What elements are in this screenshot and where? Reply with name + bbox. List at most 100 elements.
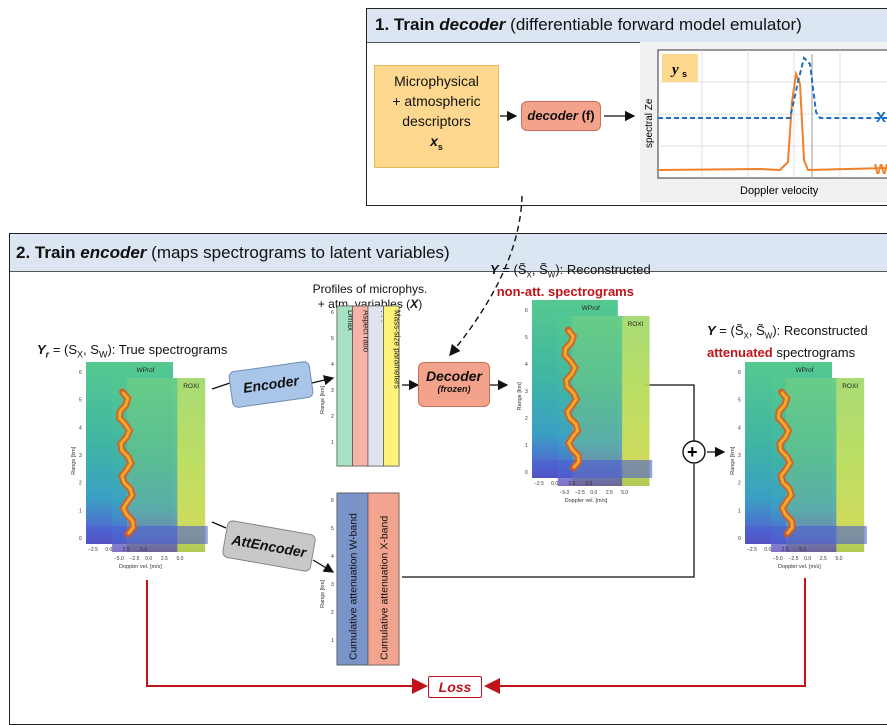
doppler-axis-label: Doppler vel. [m/s] — [778, 564, 821, 570]
panel1-title-bold: Train — [393, 15, 435, 34]
recon-nonatt-sw: S̃ — [539, 262, 548, 277]
roxi-title: ROXI — [628, 321, 644, 328]
spectral-peak-core — [776, 391, 794, 535]
range-tick: 3 — [525, 389, 528, 395]
input-line1: Microphysical — [394, 73, 479, 89]
profiles-label-sym: X — [410, 297, 419, 311]
profile-tick: 6 — [331, 310, 334, 316]
line-att-to-plus — [402, 464, 695, 578]
plus-sign: + — [687, 442, 698, 462]
attenuation-chart: Cumulative attenuation W-band Cumulative … — [318, 490, 410, 668]
profile-tick: 2 — [331, 414, 334, 420]
back-x-tick: 0.0 — [590, 490, 597, 496]
plot-xlabel: Doppler velocity — [740, 185, 819, 197]
profile-bar — [367, 305, 384, 467]
arrow-true-to-loss — [146, 580, 428, 694]
ys-legend-symbol: y — [670, 62, 679, 78]
recon-nonatt-sx-sub: X — [526, 270, 532, 280]
range-tick: 3 — [738, 453, 741, 459]
x-band-curve — [658, 56, 887, 119]
arrow-frozen-decoder — [449, 195, 523, 357]
range-tick: 1 — [525, 443, 528, 449]
true-spec-eq: = (S — [52, 342, 78, 357]
attenuation-bar — [367, 492, 400, 666]
profile-tick: 5 — [331, 336, 334, 342]
front-x-tick: 5.0 — [140, 547, 147, 553]
attenuation-tick: 1 — [331, 638, 334, 644]
back-x-tick: −2.5 — [130, 556, 140, 562]
attenuation-bar-label: Cumulative attenuation W-band — [348, 513, 360, 660]
recon-nonatt-eq: = ( — [502, 262, 518, 277]
range-tick: 3 — [79, 453, 82, 459]
panel2-title-bold: Train — [34, 243, 76, 262]
range-tick: 0 — [738, 536, 741, 542]
doppler-axis-label: Doppler vel. [m/s] — [565, 498, 608, 504]
line-spec-to-attencoder — [211, 521, 227, 529]
true-spec-sub: r — [45, 349, 50, 360]
back-x-tick: 2.5 — [820, 556, 827, 562]
wprof-title: WProf — [136, 367, 154, 374]
back-x-tick: 0.0 — [804, 556, 811, 562]
recon-nonatt-rest: ): Reconstructed — [555, 262, 651, 277]
range-tick: 5 — [738, 398, 741, 404]
range-tick: 0 — [525, 470, 528, 476]
range-tick: 2 — [738, 481, 741, 487]
panel2-title: 2. Train encoder (maps spectrograms to l… — [16, 243, 450, 263]
arrow-encoder-to-profiles — [311, 375, 335, 386]
panel1-title-number: 1. — [375, 15, 390, 34]
panel2-title-rest: (maps spectrograms to latent variables) — [151, 243, 450, 262]
roxi-title: ROXI — [183, 383, 199, 390]
range-axis-label: Range [km] — [71, 446, 77, 475]
profile-bar-label: Aspect ratio — [361, 310, 370, 353]
arrow-final-to-loss — [484, 578, 806, 694]
back-x-tick: −5.0 — [559, 490, 569, 496]
profile-range-label: Range [km] — [320, 385, 326, 414]
panel-train-decoder: 1. Train decoder (differentiable forward… — [366, 8, 887, 206]
wprof-title: WProf — [582, 305, 600, 312]
range-tick: 6 — [525, 308, 528, 314]
x-band-label: X — [876, 109, 886, 126]
front-x-tick: 5.0 — [799, 547, 806, 553]
range-tick: 6 — [79, 370, 82, 376]
ys-legend-sub: s — [682, 69, 687, 79]
front-x-tick: −2.5 — [88, 547, 98, 553]
profile-bar-label: · · · — [377, 310, 386, 322]
range-tick: 4 — [79, 425, 82, 431]
decoder-f-name: decoder — [527, 108, 578, 123]
recon-att-sym: Y — [707, 323, 716, 338]
back-x-tick: 5.0 — [621, 490, 628, 496]
attenuation-tick: 3 — [331, 582, 334, 588]
true-spec-rest: ): True spectrograms — [107, 342, 228, 357]
recon-att-sw: S̃ — [756, 323, 765, 338]
panel2-title-italic: encoder — [80, 243, 147, 262]
arrow-attencoder-to-att — [312, 559, 335, 573]
back-x-tick: −5.0 — [114, 556, 124, 562]
range-tick: 2 — [525, 416, 528, 422]
attenuation-tick: 2 — [331, 610, 334, 616]
back-x-tick: 2.5 — [161, 556, 168, 562]
recon-att-rest: ): Reconstructed — [772, 323, 868, 338]
connector-layer: + — [146, 110, 806, 694]
profile-bar-label: Dmax — [346, 310, 355, 331]
range-tick: 2 — [79, 481, 82, 487]
recon-att-line2-rest: spectrograms — [776, 344, 856, 360]
panel1-title-italic: decoder — [439, 15, 506, 34]
range-tick: 5 — [525, 335, 528, 341]
low-range-band — [86, 526, 208, 544]
profile-variables-svg: Dmax Aspect ratio · · · Mass-size parameter… — [320, 305, 401, 467]
range-tick: 6 — [738, 370, 741, 376]
att-range-label: Range [km] — [320, 579, 326, 608]
profile-tick: 4 — [331, 362, 334, 368]
input-symbol: xs — [375, 131, 498, 157]
panel1-title: 1. Train decoder (differentiable forward… — [375, 15, 802, 35]
attenuation-svg: Cumulative attenuation W-band Cumulative … — [320, 492, 400, 666]
panel2-title-number: 2. — [16, 243, 31, 262]
panel1-header: 1. Train decoder (differentiable forward… — [367, 9, 887, 43]
recon-nonatt-sym: Y — [490, 262, 499, 277]
range-tick: 4 — [525, 362, 528, 368]
decoder-output-plot: y s X W Doppler velocity spectral Ze — [640, 42, 887, 202]
recon-att-line2: attenuated spectrograms — [707, 345, 868, 361]
recon-att-sw-sub: W — [764, 331, 773, 341]
